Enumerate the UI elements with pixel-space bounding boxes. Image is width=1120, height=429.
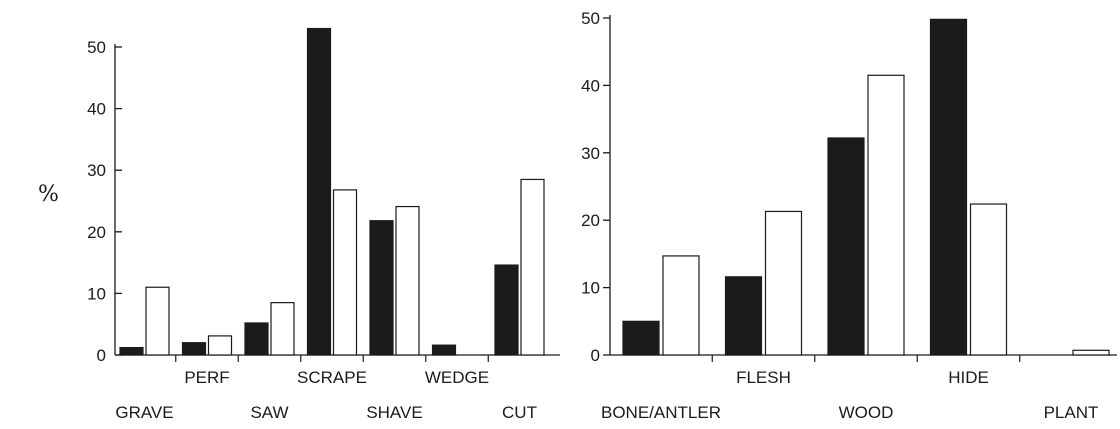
category-label: SCRAPE [297, 368, 367, 387]
bar-open [145, 286, 170, 356]
category-label: PLANT [1044, 403, 1099, 422]
category-label: CUT [502, 403, 537, 422]
category-label: HIDE [948, 368, 989, 387]
category-label: WOOD [839, 403, 894, 422]
y-tick-label: 20 [87, 223, 106, 242]
bar-open [662, 255, 700, 356]
y-axis-percent-label: % [38, 182, 59, 207]
category-label: PERF [184, 368, 229, 387]
bar-open [1072, 349, 1110, 356]
category-label: FLESH [736, 368, 791, 387]
bar-filled [431, 344, 457, 356]
y-tick-label: 10 [581, 279, 600, 298]
y-tick-label: 10 [87, 284, 106, 303]
bar-open [332, 189, 358, 356]
bar-open [270, 302, 295, 356]
bar-filled [827, 137, 865, 356]
y-tick-label: 20 [581, 211, 600, 230]
category-label: GRAVE [115, 403, 173, 422]
y-tick-label: 40 [581, 76, 600, 95]
y-tick-label: 0 [97, 346, 106, 365]
bar-filled [181, 342, 207, 356]
category-label: SHAVE [366, 403, 422, 422]
chart-worked-materials: 0 10 20 30 40 50 BONE/ANTLER FLESH WOOD HIDE PLANT [581, 9, 1117, 422]
bar-open [395, 205, 420, 356]
category-label: BONE/ANTLER [601, 403, 721, 422]
bar-filled [369, 220, 394, 356]
bar-filled [119, 347, 144, 356]
y-tick-label: 50 [581, 9, 600, 28]
category-label: SAW [250, 403, 288, 422]
y-tick-label: 0 [591, 346, 600, 365]
bar-open [520, 178, 545, 356]
y-tick-label: 40 [87, 100, 106, 119]
bar-open [867, 74, 905, 356]
bar-open [969, 203, 1008, 356]
y-tick-label: 30 [581, 144, 600, 163]
bar-filled [929, 18, 968, 356]
bar-open [764, 210, 803, 356]
category-label: WEDGE [425, 368, 489, 387]
bar-filled [622, 320, 660, 356]
bar-filled [724, 276, 763, 356]
y-tick-label: 30 [87, 161, 106, 180]
bar-open [207, 335, 233, 356]
bar-filled [494, 264, 519, 356]
y-tick-label: 50 [87, 38, 106, 57]
bar-filled [306, 27, 332, 356]
bar-filled [244, 322, 269, 356]
